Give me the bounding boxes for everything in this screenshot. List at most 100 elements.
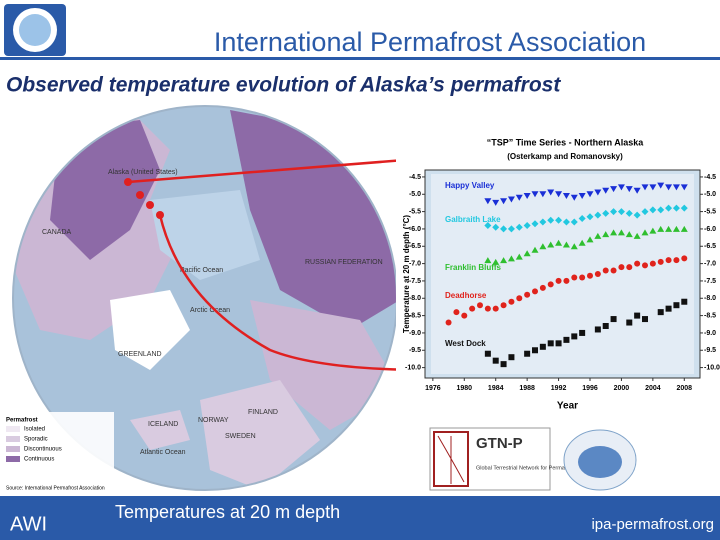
y2-tick-label: -7.5 bbox=[704, 278, 716, 285]
data-point bbox=[602, 267, 609, 274]
data-point bbox=[484, 221, 492, 229]
map-label: FINLAND bbox=[248, 409, 278, 416]
data-point bbox=[633, 232, 641, 239]
data-point bbox=[665, 184, 673, 191]
data-point bbox=[469, 305, 476, 312]
data-point bbox=[681, 255, 688, 262]
slide-subtitle: Observed temperature evolution of Alaska… bbox=[6, 74, 561, 97]
y2-tick-label: -8.0 bbox=[704, 295, 716, 302]
chart: “TSP” Time Series - Northern Alaska (Oste… bbox=[396, 118, 720, 423]
data-point bbox=[642, 316, 648, 323]
data-point bbox=[602, 231, 610, 238]
data-point bbox=[570, 243, 578, 250]
arctic-map: Alaska (United States) CANADA RUSSIAN FE… bbox=[0, 100, 398, 495]
data-point bbox=[532, 347, 538, 354]
series-label: Galbraith Lake bbox=[445, 215, 501, 224]
data-point bbox=[594, 326, 601, 333]
data-point bbox=[649, 260, 656, 267]
map-label: ICELAND bbox=[148, 421, 178, 428]
y-tick-label: -8.0 bbox=[409, 295, 421, 302]
plot-inner bbox=[431, 174, 694, 374]
data-point bbox=[500, 302, 507, 309]
data-point bbox=[673, 257, 680, 264]
data-point bbox=[547, 241, 555, 248]
data-point bbox=[634, 312, 641, 319]
data-point bbox=[515, 223, 523, 231]
caption-box bbox=[100, 496, 396, 530]
data-point bbox=[602, 187, 610, 194]
y2-tick-label: -10.0 bbox=[704, 364, 720, 371]
data-point bbox=[492, 223, 500, 231]
data-point bbox=[484, 257, 492, 264]
data-point bbox=[625, 186, 633, 193]
data-point bbox=[515, 253, 523, 260]
x-tick-label: 1980 bbox=[456, 385, 472, 392]
map-label: CANADA bbox=[42, 229, 72, 236]
data-point bbox=[672, 184, 680, 191]
data-point bbox=[641, 184, 649, 191]
data-point bbox=[602, 323, 609, 329]
site-arrows bbox=[124, 152, 438, 375]
map-label: SWEDEN bbox=[225, 433, 256, 440]
data-point bbox=[508, 298, 515, 305]
data-point bbox=[532, 288, 538, 295]
ipa-logo bbox=[4, 4, 66, 56]
gtnp-name: GTN-P bbox=[476, 435, 523, 452]
series-label: West Dock bbox=[445, 339, 486, 348]
data-point bbox=[484, 198, 492, 205]
x-tick-label: 2000 bbox=[614, 385, 630, 392]
data-point bbox=[681, 298, 688, 305]
data-point bbox=[500, 198, 508, 205]
data-point bbox=[484, 305, 491, 312]
data-point bbox=[562, 241, 570, 248]
y2-tick-label: -5.0 bbox=[704, 191, 716, 198]
data-point bbox=[672, 225, 680, 232]
data-point bbox=[641, 208, 649, 216]
data-point bbox=[579, 274, 586, 281]
data-point bbox=[523, 221, 531, 229]
legend-item: Discontinuous bbox=[24, 447, 62, 453]
data-point bbox=[508, 354, 515, 361]
y2-tick-label: -6.5 bbox=[704, 243, 716, 250]
data-point bbox=[586, 191, 594, 198]
data-point bbox=[570, 194, 578, 201]
data-point bbox=[539, 218, 547, 226]
data-point bbox=[563, 277, 570, 284]
data-point bbox=[618, 264, 625, 271]
data-point bbox=[617, 229, 625, 236]
data-point bbox=[507, 225, 515, 233]
data-point bbox=[641, 229, 649, 236]
data-point bbox=[586, 236, 594, 243]
data-point bbox=[626, 319, 633, 326]
y2-tick-label: -6.0 bbox=[704, 226, 716, 233]
data-point bbox=[539, 343, 546, 350]
data-point bbox=[531, 220, 539, 228]
data-point bbox=[523, 250, 531, 257]
data-point bbox=[594, 232, 602, 239]
data-point bbox=[453, 309, 460, 316]
data-point bbox=[680, 204, 688, 212]
data-point bbox=[672, 204, 680, 212]
data-point bbox=[587, 272, 593, 279]
data-point bbox=[547, 189, 555, 196]
chart-title: “TSP” Time Series - Northern Alaska bbox=[487, 137, 645, 147]
data-point bbox=[578, 239, 586, 246]
data-point bbox=[531, 191, 539, 198]
data-point bbox=[657, 206, 665, 214]
data-point bbox=[642, 262, 648, 269]
chart-subtitle: (Osterkamp and Romanovsky) bbox=[507, 152, 623, 161]
x-tick-label: 2004 bbox=[645, 385, 661, 392]
y-tick-label: -5.5 bbox=[409, 208, 421, 215]
data-point bbox=[539, 243, 547, 250]
data-point bbox=[610, 186, 618, 193]
data-point bbox=[539, 191, 547, 198]
data-point bbox=[665, 257, 672, 264]
data-point bbox=[649, 184, 657, 191]
title-rule bbox=[0, 57, 720, 60]
caption: Temperatures at 20 m depth bbox=[115, 502, 340, 522]
x-tick-label: 1992 bbox=[551, 385, 567, 392]
data-point bbox=[617, 208, 625, 216]
data-point bbox=[594, 189, 602, 196]
data-point bbox=[523, 193, 531, 199]
y-tick-label: -6.0 bbox=[409, 226, 421, 233]
